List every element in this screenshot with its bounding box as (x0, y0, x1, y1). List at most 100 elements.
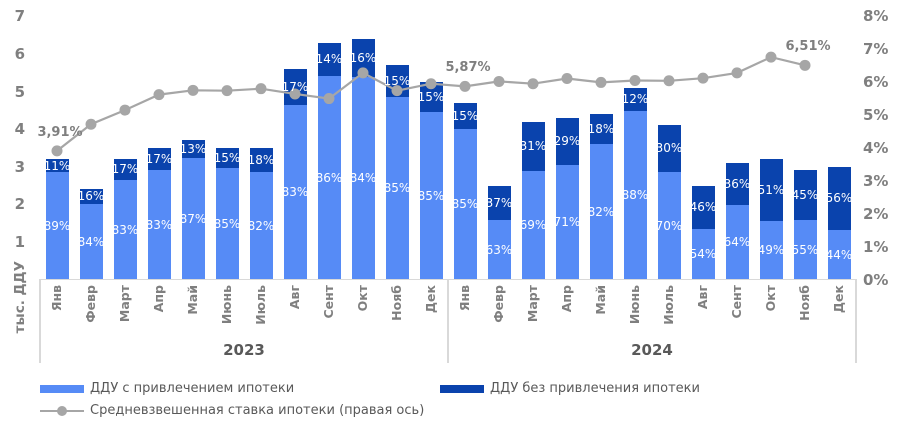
bar-label-mortgage-share: 70% (655, 218, 683, 233)
bar-segment-no-mortgage (317, 42, 341, 76)
bar-label-mortgage-share: 87% (179, 211, 207, 226)
bar-segment-mortgage (793, 219, 817, 280)
category-divider-right (855, 278, 857, 363)
bar-segment-no-mortgage (589, 114, 613, 144)
bar-segment-mortgage (147, 170, 171, 280)
bar-label-mortgage-share: 85% (417, 188, 445, 203)
bar-segment-no-mortgage (453, 102, 477, 130)
right-axis-tick-label: 0% (863, 270, 889, 289)
rate-marker (51, 145, 63, 157)
bar-segment-no-mortgage (351, 38, 375, 78)
bar-segment-mortgage (113, 179, 137, 280)
bar-segment-mortgage (827, 229, 851, 280)
bar-label-mortgage-share: 88% (621, 188, 649, 203)
bar-label-mortgage-share: 44% (825, 247, 853, 262)
right-axis-tick-label: 1% (863, 237, 889, 256)
legend-swatch-rate-line (40, 405, 84, 417)
legend-row-1b: ДДУ без привлечения ипотеки (440, 381, 700, 396)
rate-marker (289, 88, 301, 100)
left-axis-tick-label: 2 (14, 195, 25, 214)
bar-label-mortgage-share: 85% (383, 181, 411, 196)
bar-segment-no-mortgage (691, 185, 715, 229)
bar-segment-mortgage (317, 75, 341, 280)
legend-swatch-no-mortgage (440, 384, 484, 393)
left-axis-title-backdrop (14, 259, 39, 340)
rate-point-label: 6,51% (785, 39, 831, 55)
left-axis-tick-label: 3 (14, 157, 25, 176)
bar-label-no-mortgage-share: 18% (247, 152, 275, 167)
bar-segment-no-mortgage (725, 162, 749, 205)
bar-label-mortgage-share: 82% (587, 204, 615, 219)
right-axis-tick-label: 2% (863, 204, 889, 223)
bar-label-no-mortgage-share: 51% (757, 182, 785, 197)
rate-marker (85, 118, 97, 130)
bar-label-mortgage-share: 85% (451, 197, 479, 212)
bar-label-no-mortgage-share: 15% (213, 150, 241, 165)
legend-label-mortgage: ДДУ с привлечением ипотеки (90, 381, 295, 396)
left-axis-tick-label: 1 (14, 232, 25, 251)
bar-label-mortgage-share: 54% (689, 247, 717, 262)
bar-segment-mortgage (691, 228, 715, 280)
legend-swatch-mortgage (40, 384, 84, 393)
bar-segment-mortgage (759, 220, 783, 280)
category-divider-middle (447, 278, 449, 363)
bar-label-no-mortgage-share: 18% (587, 121, 615, 136)
bar-label-mortgage-share: 71% (553, 215, 581, 230)
right-axis-tick-label: 6% (863, 73, 889, 92)
bar-segment-mortgage (555, 164, 579, 280)
bar-label-no-mortgage-share: 46% (689, 200, 717, 215)
bar-segment-mortgage (453, 129, 477, 280)
bar-segment-no-mortgage (555, 117, 579, 165)
rate-marker (459, 80, 471, 92)
bar-label-no-mortgage-share: 12% (621, 92, 649, 107)
bar-segment-no-mortgage (759, 159, 783, 221)
right-axis-tick-label: 8% (863, 7, 889, 26)
left-axis-tick-label: 6 (14, 44, 25, 63)
bar-segment-no-mortgage (419, 82, 443, 112)
rate-marker (187, 84, 199, 96)
bar-segment-no-mortgage (147, 147, 171, 171)
bar-label-no-mortgage-share: 17% (281, 79, 309, 94)
bar-label-mortgage-share: 82% (247, 218, 275, 233)
bar-label-mortgage-share: 63% (485, 242, 513, 257)
bar-label-no-mortgage-share: 14% (315, 52, 343, 67)
rate-point-label: 5,87% (445, 60, 491, 76)
bar-segment-no-mortgage (45, 159, 69, 173)
bar-label-no-mortgage-share: 30% (655, 141, 683, 156)
bar-segment-mortgage (589, 143, 613, 280)
bar-segment-mortgage (45, 172, 69, 280)
legend-label-rate: Средневзвешенная ставка ипотеки (правая … (90, 403, 425, 418)
rate-marker (697, 72, 709, 84)
bar-label-no-mortgage-share: 15% (417, 89, 445, 104)
legend-label-no-mortgage: ДДУ без привлечения ипотеки (490, 381, 700, 396)
rate-marker (493, 75, 505, 87)
rate-marker (425, 78, 437, 90)
rate-marker (357, 67, 369, 79)
bar-label-no-mortgage-share: 11% (43, 158, 71, 173)
rate-marker (629, 74, 641, 86)
bar-label-mortgage-share: 64% (723, 235, 751, 250)
year-group-label: 2024 (631, 341, 673, 359)
left-axis-tick-label: 4 (14, 120, 25, 139)
rate-marker (527, 78, 539, 90)
rate-marker (765, 51, 777, 63)
rate-marker (731, 67, 743, 79)
bar-segment-mortgage (657, 171, 681, 280)
bar-segment-mortgage (215, 167, 239, 280)
left-axis-tick-label: 5 (14, 82, 25, 101)
right-axis-tick-label: 4% (863, 138, 889, 157)
bar-label-no-mortgage-share: 13% (179, 142, 207, 157)
bar-segment-mortgage (249, 171, 273, 280)
rate-line (56, 55, 806, 152)
bar-label-mortgage-share: 83% (111, 222, 139, 237)
bar-segment-mortgage (181, 158, 205, 280)
bar-segment-mortgage (725, 204, 749, 280)
left-axis-tick-label: 7 (14, 7, 25, 26)
bar-label-no-mortgage-share: 15% (451, 109, 479, 124)
bar-label-mortgage-share: 69% (519, 218, 547, 233)
bar-segment-mortgage (419, 111, 443, 280)
bar-label-mortgage-share: 83% (281, 185, 309, 200)
bar-label-no-mortgage-share: 29% (553, 134, 581, 149)
bar-label-no-mortgage-share: 15% (383, 74, 411, 89)
